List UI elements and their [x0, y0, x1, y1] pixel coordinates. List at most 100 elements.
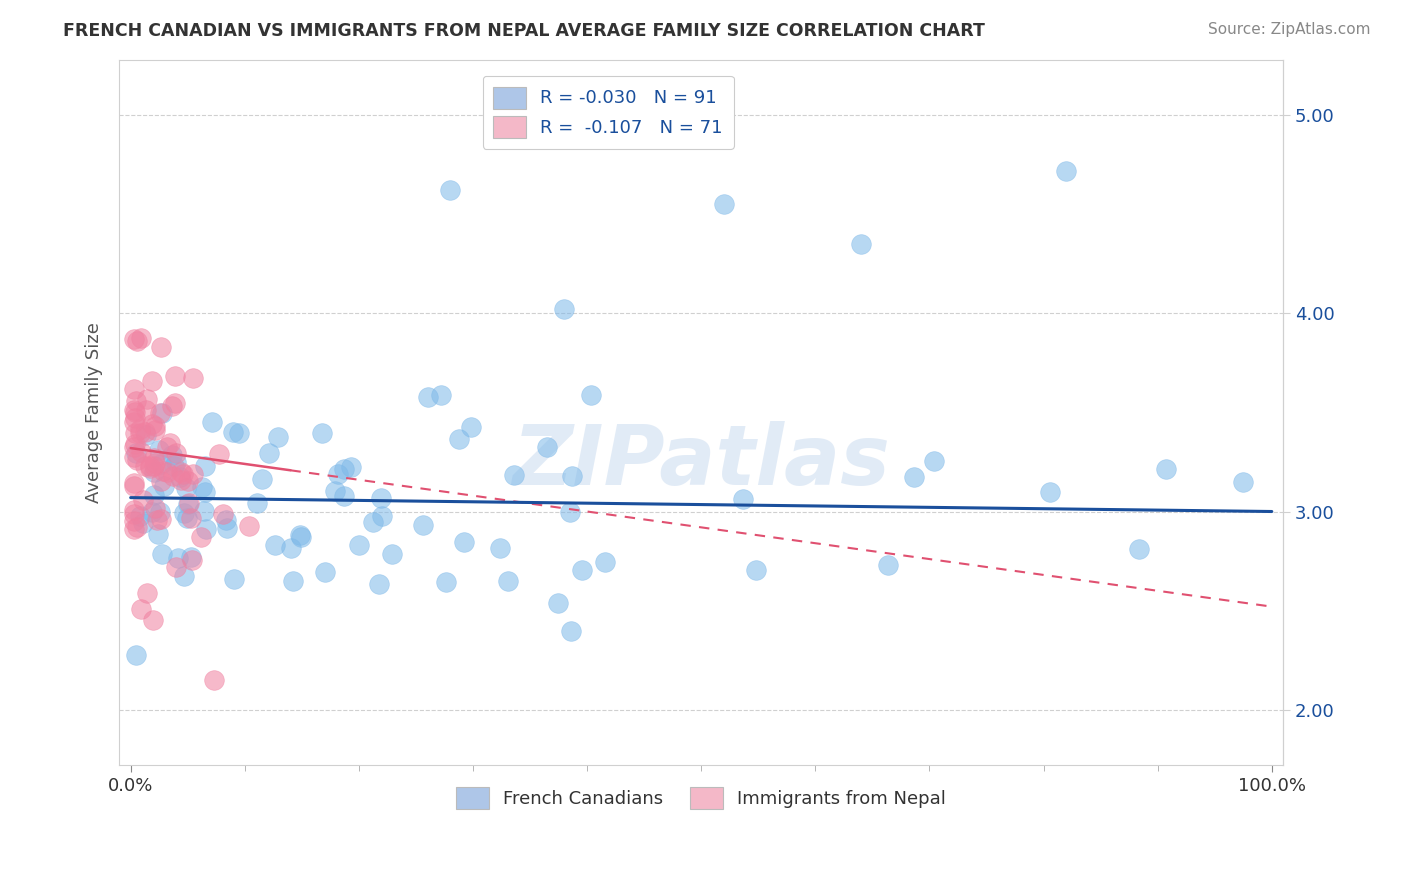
Point [561, 469, 583, 483]
Point [194, 485, 217, 500]
Point [453, 534, 475, 549]
Point [332, 489, 354, 503]
Point [143, 488, 166, 502]
Point [122, 479, 145, 493]
Point [125, 334, 148, 348]
Point [132, 516, 155, 530]
Point [1039, 485, 1062, 500]
Point [173, 569, 195, 583]
Point [125, 446, 148, 460]
Point [122, 514, 145, 528]
Point [165, 559, 187, 574]
Point [128, 509, 150, 524]
Point [1128, 541, 1150, 556]
Point [124, 436, 146, 450]
Point [222, 572, 245, 586]
Point [172, 467, 194, 482]
Point [370, 491, 392, 505]
Point [323, 483, 346, 498]
Point [122, 441, 145, 455]
Point [149, 505, 172, 519]
Point [252, 472, 274, 486]
Point [194, 459, 217, 474]
Point [129, 444, 152, 458]
Point [503, 467, 526, 482]
Point [460, 419, 482, 434]
Point [326, 467, 349, 482]
Point [132, 493, 155, 508]
Point [553, 302, 575, 317]
Point [129, 331, 152, 345]
Point [142, 613, 165, 627]
Point [145, 456, 167, 470]
Point [208, 447, 231, 461]
Point [745, 563, 768, 577]
Point [122, 416, 145, 430]
Point [150, 512, 173, 526]
Point [202, 673, 225, 687]
Point [145, 418, 167, 433]
Point [228, 426, 250, 441]
Point [381, 547, 404, 561]
Point [170, 465, 193, 479]
Text: ZIPatlas: ZIPatlas [512, 421, 890, 502]
Point [849, 236, 872, 251]
Point [212, 507, 235, 521]
Point [143, 459, 166, 474]
Point [134, 425, 156, 439]
Point [139, 461, 162, 475]
Point [122, 523, 145, 537]
Point [136, 586, 159, 600]
Point [145, 513, 167, 527]
Point [547, 596, 569, 610]
Point [195, 522, 218, 536]
Point [430, 388, 453, 402]
Point [593, 555, 616, 569]
Point [1232, 475, 1254, 489]
Point [149, 406, 172, 420]
Point [176, 482, 198, 496]
Point [129, 425, 152, 440]
Point [162, 469, 184, 483]
Legend: French Canadians, Immigrants from Nepal: French Canadians, Immigrants from Nepal [449, 780, 953, 816]
Point [412, 517, 434, 532]
Point [153, 479, 176, 493]
Point [267, 429, 290, 443]
Point [180, 550, 202, 565]
Point [221, 425, 243, 439]
Point [141, 505, 163, 519]
Point [571, 563, 593, 577]
Point [173, 506, 195, 520]
Point [128, 422, 150, 436]
Point [1154, 462, 1177, 476]
Point [347, 538, 370, 552]
Point [122, 507, 145, 521]
Point [181, 371, 204, 385]
Point [149, 474, 172, 488]
Point [122, 450, 145, 464]
Point [165, 446, 187, 460]
Point [876, 558, 898, 572]
Point [447, 432, 470, 446]
Point [371, 508, 394, 523]
Point [264, 538, 287, 552]
Point [489, 541, 512, 555]
Point [215, 513, 238, 527]
Point [125, 520, 148, 534]
Point [560, 505, 582, 519]
Point [125, 452, 148, 467]
Point [143, 501, 166, 516]
Point [339, 459, 361, 474]
Point [290, 528, 312, 542]
Point [280, 541, 302, 555]
Point [122, 332, 145, 346]
Point [332, 462, 354, 476]
Point [368, 577, 391, 591]
Point [122, 475, 145, 490]
Point [434, 575, 457, 590]
Point [361, 515, 384, 529]
Point [176, 511, 198, 525]
Point [257, 446, 280, 460]
Point [169, 470, 191, 484]
Point [238, 518, 260, 533]
